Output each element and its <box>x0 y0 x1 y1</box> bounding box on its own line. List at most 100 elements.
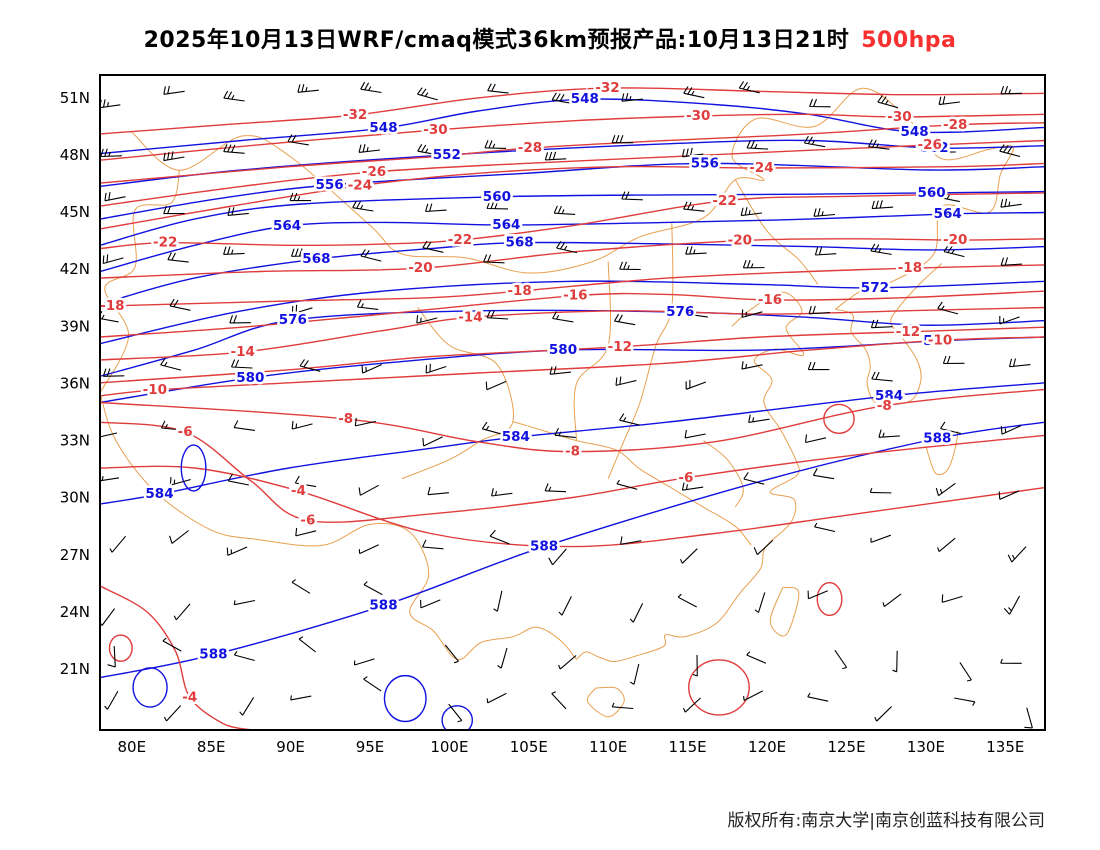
temp-contour--24 <box>100 162 1045 230</box>
coastline <box>576 291 805 663</box>
wind-barb <box>169 530 189 544</box>
temp-label--4: -4 <box>182 689 197 705</box>
wind-barb <box>743 690 764 701</box>
lon-axis-label: 90E <box>276 738 305 756</box>
closed-contour <box>823 403 855 434</box>
temp-label--28: -28 <box>943 117 967 133</box>
closed-contour <box>441 705 474 730</box>
temp-label--22: -22 <box>712 193 736 209</box>
temp-contour--12 <box>100 326 1045 384</box>
temp-label--30: -30 <box>423 122 447 138</box>
wind-barb <box>100 608 116 626</box>
wind-barb <box>169 477 191 486</box>
wind-barb <box>485 380 507 391</box>
wind-barb <box>291 421 313 430</box>
lon-axis-label: 125E <box>827 738 865 756</box>
wind-barb <box>163 705 182 722</box>
wind-barb <box>444 644 459 664</box>
wind-barb <box>682 697 701 713</box>
wind-barb <box>360 249 382 262</box>
temp-label--28: -28 <box>518 140 542 156</box>
temp-label--26: -26 <box>918 137 942 153</box>
wind-barb <box>999 144 1021 158</box>
wind-barb <box>742 260 765 269</box>
wind-barb <box>295 527 317 537</box>
wind-barb <box>870 243 892 255</box>
height-contour-584 <box>100 382 1045 505</box>
wind-barb <box>1000 257 1023 266</box>
height-label-588: 588 <box>369 598 397 614</box>
wind-barb <box>740 207 763 217</box>
wind-barb <box>422 436 443 447</box>
wind-barb <box>1008 358 1031 368</box>
wind-barb <box>552 311 574 323</box>
wind-barb <box>999 316 1020 325</box>
height-label-568: 568 <box>506 235 534 251</box>
wind-barb <box>422 240 444 253</box>
wind-barb <box>558 655 577 670</box>
wind-barb <box>620 536 642 545</box>
wind-barb <box>229 315 251 324</box>
wind-barb <box>299 359 321 372</box>
wind-barb <box>614 313 636 326</box>
wind-barb <box>1003 595 1021 615</box>
wind-barb <box>681 481 704 491</box>
height-label-556: 556 <box>691 155 719 171</box>
wind-barb <box>554 427 576 439</box>
height-label-552: 552 <box>433 147 461 163</box>
temp-label--26: -26 <box>362 164 386 180</box>
temp-label--8: -8 <box>877 398 892 414</box>
wind-barb <box>487 83 509 94</box>
height-contour-576 <box>100 309 1045 377</box>
wind-barb <box>938 190 960 203</box>
temp-label--6: -6 <box>178 424 193 440</box>
wind-barb <box>619 413 641 426</box>
wind-barb <box>352 200 374 212</box>
lat-axis-label: 30N <box>60 489 90 507</box>
wind-barb <box>685 246 707 255</box>
wind-barb <box>692 654 698 677</box>
wind-barb <box>233 420 255 431</box>
height-label-564: 564 <box>273 218 301 234</box>
coastline <box>703 440 744 508</box>
temp-label--10: -10 <box>928 332 952 348</box>
lat-axis-label: 21N <box>60 660 90 678</box>
wind-barb <box>163 205 185 215</box>
wind-barb <box>227 473 250 486</box>
temp-label--8: -8 <box>565 444 580 460</box>
wind-barb <box>422 539 444 550</box>
height-label-588: 588 <box>923 431 951 447</box>
wind-barb <box>938 96 960 106</box>
wind-barb <box>167 252 189 263</box>
height-label-584: 584 <box>502 429 530 445</box>
wind-barb <box>743 472 765 485</box>
wind-barb <box>870 534 891 543</box>
coastline <box>925 431 959 476</box>
wind-barb <box>679 548 698 564</box>
wind-barb <box>803 135 826 148</box>
wind-barb <box>741 361 763 370</box>
wind-barb <box>548 548 567 566</box>
wind-barb <box>611 135 634 144</box>
wind-barb <box>100 473 120 482</box>
height-label-556: 556 <box>316 177 344 193</box>
temp-label--16: -16 <box>563 288 587 304</box>
wind-barb <box>223 144 245 154</box>
wind-barb <box>486 200 509 210</box>
wind-barb <box>551 691 567 710</box>
wind-barb <box>358 544 379 555</box>
height-label-588: 588 <box>199 647 227 663</box>
copyright-footer: 版权所有:南京大学|南京创蓝科技有限公司 <box>727 811 1045 831</box>
temp-label--14: -14 <box>231 344 255 360</box>
wind-barb <box>226 546 248 556</box>
wind-barb <box>223 246 245 255</box>
coastline <box>512 421 752 546</box>
lon-axis-label: 130E <box>907 738 945 756</box>
wind-barb <box>681 147 704 158</box>
height-contour-572 <box>100 280 1045 345</box>
height-label-572: 572 <box>861 280 889 296</box>
wind-barb <box>619 261 641 271</box>
wind-barb <box>425 203 447 213</box>
wind-barb <box>935 482 956 497</box>
wind-barb <box>812 468 835 480</box>
